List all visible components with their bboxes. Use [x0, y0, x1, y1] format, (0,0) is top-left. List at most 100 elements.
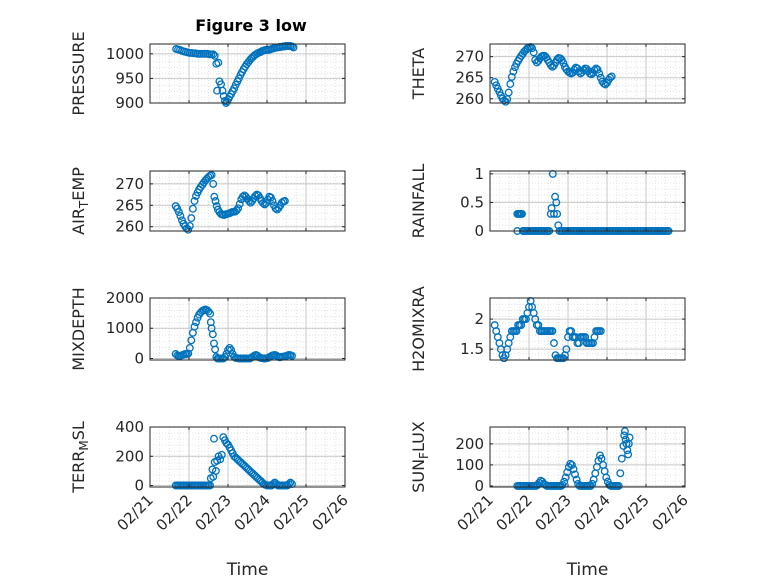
- subplot-pressure-data-point: [218, 86, 227, 95]
- subplot-terrmsl-x-label: Time: [226, 560, 269, 580]
- subplot-theta-data-point: [529, 48, 538, 57]
- subplot-sunflux-x-label: Time: [566, 560, 609, 580]
- subplot-terrmsl-data-point: [217, 450, 226, 459]
- subplot-sunflux-data-point: [571, 470, 579, 479]
- subplot-airtemp-data-point: [190, 197, 199, 205]
- subplot-airtemp-data-point: [211, 197, 220, 205]
- subplot-h2omixra-data-point: [548, 327, 557, 336]
- subplot-rainfall: 0 0.5 1 RAINFALL: [409, 164, 686, 240]
- subplot-terrmsl-x-tick-label: 02/26: [309, 491, 352, 534]
- subplot-sunflux-y-tick-label: 0: [474, 477, 484, 495]
- subplot-theta-y-tick-label: 260: [455, 90, 484, 108]
- subplot-theta-y-tick-label: 270: [455, 48, 484, 66]
- subplot-theta-data-point: [506, 80, 515, 88]
- subplot-terrmsl-y-label: TERRMSL: [69, 421, 91, 494]
- subplot-terrmsl-x-tick-label: 02/25: [270, 491, 313, 534]
- subplot-rainfall-data-point: [552, 198, 561, 207]
- subplot-theta-grid: [489, 43, 686, 104]
- subplot-mixdepth-series: [171, 305, 296, 363]
- subplot-airtemp-data-point: [184, 225, 193, 234]
- subplot-pressure-axes-box: [149, 43, 346, 104]
- subplot-theta-data-point: [606, 73, 615, 82]
- subplot-rainfall-data-point: [553, 209, 562, 218]
- subplot-sunflux-x-tick-label: 02/22: [493, 491, 536, 534]
- subplot-rainfall-y-label: RAINFALL: [409, 164, 428, 239]
- subplot-h2omixra: 1.5 2 H2OMIXRA: [409, 286, 686, 372]
- subplot-sunflux-x-tick-label: 02/25: [610, 491, 653, 534]
- subplot-airtemp-data-point: [210, 192, 219, 201]
- subplot-terrmsl-data-point: [286, 478, 295, 487]
- figure-title: Figure 3 low: [195, 16, 307, 35]
- subplot-rainfall-y-tick-label: 1: [474, 165, 484, 183]
- subplot-sunflux-y-label: SUNFLUX: [409, 421, 431, 493]
- subplot-rainfall-y-tick-label: 0.5: [460, 193, 484, 211]
- subplot-mixdepth-y-tick-label: 1000: [106, 319, 144, 337]
- subplot-airtemp-data-point: [209, 179, 218, 188]
- subplot-h2omixra-data-point: [562, 345, 571, 354]
- subplot-mixdepth-axes-box: [149, 297, 346, 361]
- subplot-theta-y-tick-label: 265: [455, 69, 484, 87]
- subplot-sunflux-data-point: [602, 473, 611, 482]
- subplot-pressure-y-tick-label: 950: [115, 69, 144, 87]
- subplot-airtemp-data-point: [176, 212, 185, 220]
- subplot-sunflux-data-point: [567, 460, 576, 469]
- subplot-terrmsl-x-tick-label: 02/22: [153, 491, 196, 534]
- subplot-airtemp-axes-box: [149, 170, 346, 232]
- subplot-sunflux-data-point: [625, 433, 634, 442]
- subplot-terrmsl-x-tick-label: 02/23: [192, 491, 235, 534]
- subplot-theta-data-point: [595, 69, 604, 78]
- subplot-pressure-series: [172, 42, 298, 107]
- subplot-rainfall-y-tick-label: 0: [474, 222, 484, 240]
- subplot-sunflux-data-point: [616, 469, 625, 478]
- subplot-rainfall-grid: [489, 170, 686, 232]
- subplot-theta-axes-box: [489, 43, 686, 104]
- subplot-sunflux-data-point: [560, 477, 569, 486]
- subplot-terrmsl-series: [171, 433, 296, 490]
- subplot-mixdepth-data-point: [206, 309, 215, 318]
- subplot-h2omixra-y-label: H2OMIXRA: [409, 286, 428, 372]
- subplot-pressure-y-tick-label: 1000: [106, 45, 144, 63]
- subplot-mixdepth-y-label: MIXDEPTH: [69, 287, 88, 370]
- subplot-mixdepth-data-point: [225, 343, 234, 352]
- subplot-airtemp: 260 265 270 AIRTEMP: [69, 167, 346, 236]
- subplot-pressure: 900 950 1000 PRESSURE: [69, 31, 346, 116]
- subplot-sunflux-y-tick-label: 100: [455, 456, 484, 474]
- subplot-airtemp-y-tick-label: 270: [115, 175, 144, 193]
- subplot-theta-data-point: [607, 72, 616, 81]
- subplot-mixdepth-data-point: [185, 343, 194, 352]
- subplot-h2omixra-axes-box: [489, 297, 686, 361]
- subplot-pressure-y-tick-label: 900: [115, 94, 144, 112]
- subplot-airtemp-y-tick-label: 260: [115, 218, 144, 236]
- subplot-theta-series: [490, 42, 616, 106]
- subplot-mixdepth-data-point: [211, 345, 220, 354]
- subplot-mixdepth-y-tick-label: 0: [134, 349, 144, 367]
- subplot-mixdepth-data-point: [204, 307, 213, 316]
- subplot-sunflux-data-point: [569, 465, 578, 474]
- subplot-airtemp-y-label: AIRTEMP: [69, 167, 91, 235]
- subplot-sunflux-axes-box: [489, 426, 686, 488]
- subplot-airtemp-series: [171, 170, 289, 234]
- subplot-pressure-data-point: [213, 86, 222, 95]
- subplot-terrmsl-y-tick-label: 200: [115, 447, 144, 465]
- subplot-theta-data-point: [593, 65, 602, 74]
- subplot-sunflux-y-tick-label: 200: [455, 435, 484, 453]
- subplot-airtemp-data-point: [232, 206, 241, 215]
- subplot-terrmsl-y-tick-label: 0: [134, 477, 144, 495]
- subplot-sunflux-data-point: [586, 481, 595, 490]
- subplot-theta: 260 265 270 THETA: [409, 42, 686, 108]
- subplot-terrmsl-grid: [149, 426, 346, 488]
- subplot-airtemp-data-point: [251, 191, 260, 200]
- subplot-mixdepth-data-point: [190, 322, 199, 331]
- subplot-mixdepth-data-point: [288, 351, 296, 360]
- subplot-airtemp-data-point: [207, 170, 216, 179]
- subplot-h2omixra-y-tick-label: 1.5: [460, 340, 484, 358]
- subplot-theta-data-point: [504, 88, 513, 97]
- subplot-mixdepth-data-point: [208, 330, 217, 339]
- subplot-mixdepth-data-point: [187, 336, 196, 345]
- subplot-airtemp-data-point: [280, 197, 289, 205]
- subplot-h2omixra-y-tick-label: 2: [474, 310, 484, 328]
- subplot-theta-data-point: [596, 73, 605, 82]
- subplot-airtemp-data-point: [188, 204, 197, 213]
- subplot-rainfall-data-point: [550, 209, 558, 218]
- subplot-mixdepth-y-tick-label: 2000: [106, 289, 144, 307]
